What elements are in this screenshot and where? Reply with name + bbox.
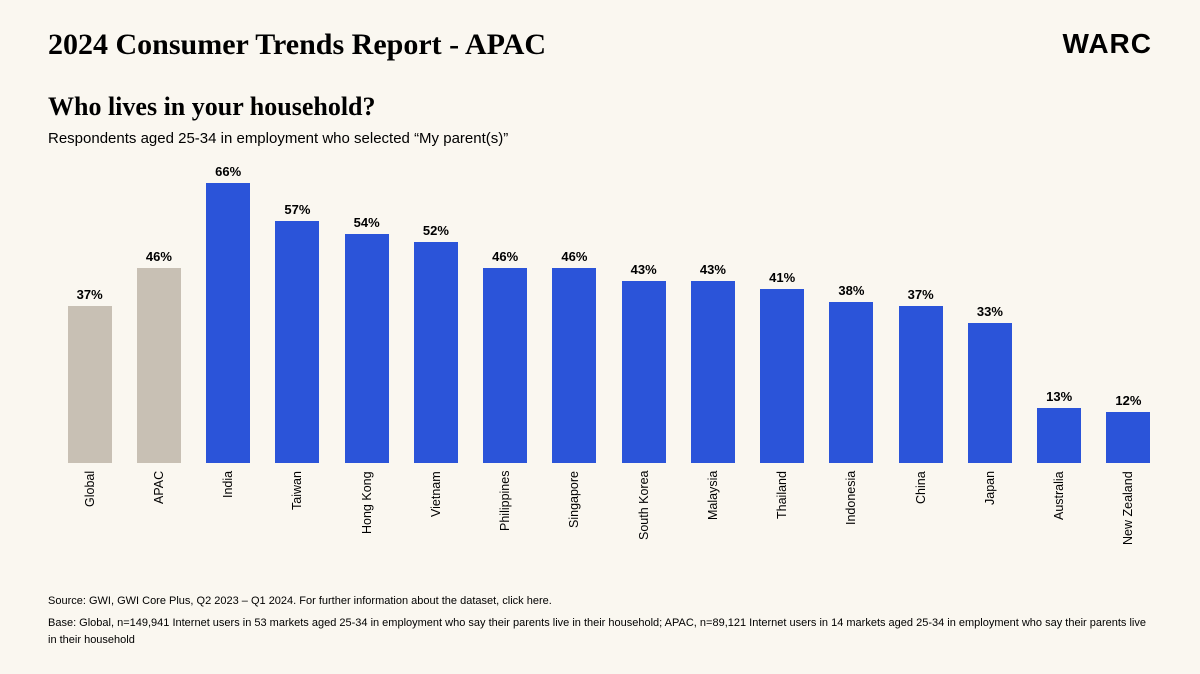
bar-category-label: India xyxy=(221,471,235,551)
bar-group: 46% Philippines xyxy=(482,249,529,551)
page-title: 2024 Consumer Trends Report - APAC xyxy=(48,28,546,62)
bar-value-label: 12% xyxy=(1115,393,1141,408)
bar xyxy=(1106,412,1150,463)
bar-category-label: Taiwan xyxy=(290,471,304,551)
bar-category-label: Thailand xyxy=(775,471,789,551)
bar-chart: 37%Global46%APAC66%India57%Taiwan54%Hong… xyxy=(48,171,1152,551)
chart-description: Respondents aged 25-34 in employment who… xyxy=(48,130,1152,147)
bar-category-label: China xyxy=(914,471,928,551)
bar xyxy=(414,242,458,463)
footnotes: Source: GWI, GWI Core Plus, Q2 2023 – Q1… xyxy=(48,593,1152,655)
bar-category-label: Vietnam xyxy=(429,471,443,551)
bar xyxy=(345,234,389,463)
bar xyxy=(1037,408,1081,463)
bar-value-label: 41% xyxy=(769,270,795,285)
bar-value-label: 46% xyxy=(561,249,587,264)
bar-group: 37% China xyxy=(897,287,944,551)
bar-category-label: Japan xyxy=(983,471,997,551)
bar-value-label: 33% xyxy=(977,304,1003,319)
bar-value-label: 46% xyxy=(492,249,518,264)
bar xyxy=(760,289,804,463)
bar xyxy=(622,281,666,463)
bar-value-label: 54% xyxy=(354,215,380,230)
bar-value-label: 57% xyxy=(284,202,310,217)
bar xyxy=(483,268,527,463)
bar-group: 12% New Zealand xyxy=(1105,393,1152,551)
bar xyxy=(206,183,250,463)
bar-category-label: Global xyxy=(83,471,97,551)
bar-category-label: New Zealand xyxy=(1121,471,1135,551)
bar-group: 43% Malaysia xyxy=(689,262,736,551)
bar-group: 46% APAC xyxy=(135,249,182,551)
bar-group: 57% Taiwan xyxy=(274,202,321,551)
bar-category-label: Singapore xyxy=(567,471,581,551)
bar xyxy=(899,306,943,463)
bar-value-label: 43% xyxy=(631,262,657,277)
bar xyxy=(552,268,596,463)
bar-group: 52% Vietnam xyxy=(412,223,459,551)
bar xyxy=(968,323,1012,463)
chart-title: Who lives in your household? xyxy=(48,92,1152,122)
brand-logo: WARC xyxy=(1062,28,1152,60)
bar-value-label: 13% xyxy=(1046,389,1072,404)
bar-category-label: Malaysia xyxy=(706,471,720,551)
bar-group: 46% Singapore xyxy=(551,249,598,551)
footnote-base: Base: Global, n=149,941 Internet users i… xyxy=(48,615,1152,648)
bar-category-label: Philippines xyxy=(498,471,512,551)
bar-group: 41% Thailand xyxy=(759,270,806,551)
bar-value-label: 37% xyxy=(908,287,934,302)
bar-category-label: APAC xyxy=(152,471,166,551)
bar-group: 13% Australia xyxy=(1036,389,1083,551)
bar-value-label: 52% xyxy=(423,223,449,238)
bar-value-label: 66% xyxy=(215,164,241,179)
header: 2024 Consumer Trends Report - APAC WARC xyxy=(48,28,1152,62)
bar-category-label: Hong Kong xyxy=(360,471,374,551)
bar xyxy=(691,281,735,463)
bar-group: 37% Global xyxy=(66,287,113,551)
bar-category-label: Australia xyxy=(1052,471,1066,551)
bar-group: 66% India xyxy=(205,164,252,551)
bar xyxy=(829,302,873,463)
bar-group: 43% South Korea xyxy=(620,262,667,551)
bar-value-label: 37% xyxy=(77,287,103,302)
bar-category-label: Indonesia xyxy=(844,471,858,551)
bar-group: 38% Indonesia xyxy=(828,283,875,551)
bar-value-label: 38% xyxy=(838,283,864,298)
bar-value-label: 43% xyxy=(700,262,726,277)
bar xyxy=(137,268,181,463)
bar-group: 54% Hong Kong xyxy=(343,215,390,551)
bar-group: 33% Japan xyxy=(966,304,1013,551)
bar xyxy=(275,221,319,463)
footnote-source: Source: GWI, GWI Core Plus, Q2 2023 – Q1… xyxy=(48,593,1152,610)
bar-value-label: 46% xyxy=(146,249,172,264)
bar xyxy=(68,306,112,463)
bar-category-label: South Korea xyxy=(637,471,651,551)
